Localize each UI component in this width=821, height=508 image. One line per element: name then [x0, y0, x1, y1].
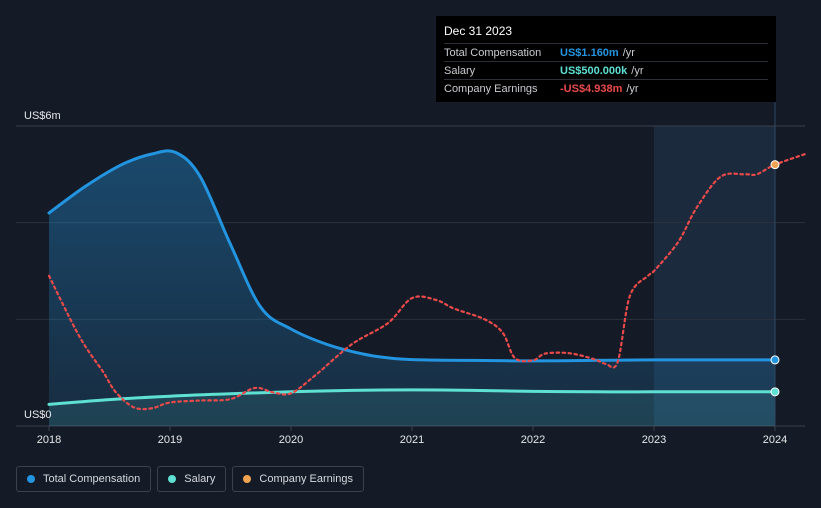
legend-label: Salary	[184, 473, 216, 485]
legend-item-salary[interactable]: Salary	[157, 466, 227, 492]
tooltip-label: Total Compensation	[444, 46, 542, 59]
tooltip: Dec 31 2023 Total Compensation US$1.160m…	[436, 16, 776, 102]
x-tick-label: 2021	[400, 434, 424, 446]
tooltip-unit: /yr	[622, 46, 635, 59]
tooltip-row: Salary US$500.000k /yr	[444, 61, 768, 79]
tooltip-value: US$1.160m	[560, 46, 619, 59]
tooltip-value: US$500.000k	[560, 64, 628, 77]
x-tick-label: 2020	[279, 434, 303, 446]
legend-item-total-compensation[interactable]: Total Compensation	[16, 466, 152, 492]
x-axis: 2018 2019 2020 2021 2022 2023 2024	[37, 426, 787, 446]
salary-area	[49, 389, 775, 426]
company-earnings-line	[47, 152, 807, 411]
total-compensation-marker[interactable]	[770, 355, 780, 365]
legend-item-company-earnings[interactable]: Company Earnings	[232, 466, 364, 492]
y-tick-label: US$0	[24, 409, 52, 421]
tooltip-unit: /yr	[626, 82, 639, 95]
salary-line	[47, 388, 777, 406]
tooltip-unit: /yr	[631, 64, 644, 77]
area-fills	[49, 150, 775, 426]
x-tick-label: 2018	[37, 434, 61, 446]
x-tick-label: 2022	[521, 434, 545, 446]
legend-label: Total Compensation	[43, 473, 141, 485]
company-earnings-marker[interactable]	[770, 160, 780, 170]
x-tick-label: 2019	[158, 434, 182, 446]
tooltip-label: Company Earnings	[444, 82, 538, 95]
total-compensation-line	[47, 149, 777, 363]
tooltip-value: -US$4.938m	[560, 82, 623, 95]
y-tick-label: US$6m	[24, 110, 61, 122]
compensation-chart: US$6m US$0 2018 2019 2020 2021 2022 2023 2024	[16, 100, 807, 446]
legend-dot-icon	[243, 475, 252, 483]
x-tick-label: 2023	[642, 434, 666, 446]
x-tick-label: 2024	[763, 434, 787, 446]
salary-marker[interactable]	[770, 387, 780, 397]
series-lines	[47, 149, 807, 411]
total-compensation-area	[49, 150, 775, 426]
legend-dot-icon	[27, 475, 35, 483]
legend: Total Compensation Salary Company Earnin…	[16, 466, 364, 492]
series-markers	[770, 160, 780, 397]
tooltip-row: Company Earnings -US$4.938m /yr	[444, 79, 768, 97]
tooltip-date: Dec 31 2023	[444, 24, 513, 38]
legend-dot-icon	[168, 475, 177, 483]
tooltip-row: Total Compensation US$1.160m /yr	[444, 43, 768, 61]
tooltip-label: Salary	[444, 64, 476, 77]
y-axis: US$6m US$0	[24, 110, 61, 421]
legend-label: Company Earnings	[259, 473, 353, 485]
